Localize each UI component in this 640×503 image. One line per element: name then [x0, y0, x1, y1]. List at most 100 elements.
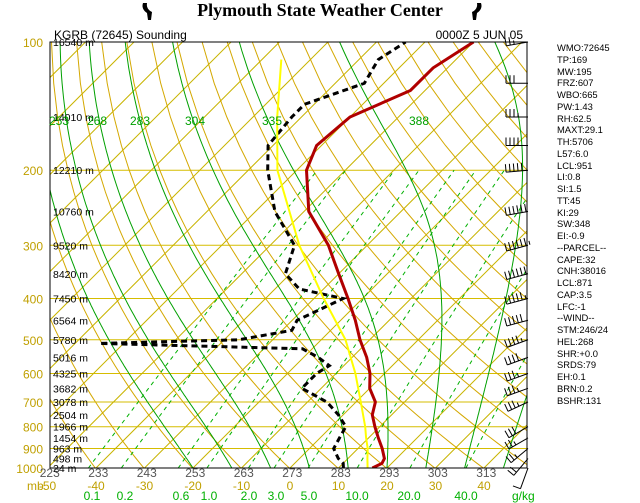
height-label: 1966 m — [53, 422, 88, 434]
wind-barb-half-flag — [524, 295, 527, 300]
temperature-tick-label: 20 — [380, 479, 394, 493]
wind-barb — [504, 335, 529, 348]
wind-barb-flag — [507, 386, 512, 395]
wind-barb-half-flag — [513, 40, 515, 45]
mixing-ratio-line — [273, 169, 477, 468]
isotherm — [289, 230, 527, 468]
wind-barb — [504, 203, 529, 216]
theta-top-label: 335 — [262, 114, 282, 128]
theta-top-label: 268 — [87, 114, 107, 128]
moist-adiabat — [50, 187, 194, 468]
dry-adiabat — [502, 42, 527, 74]
theta-bottom-label: 293 — [379, 466, 399, 480]
theta-bottom-label: 243 — [137, 466, 157, 480]
theta-bottom-label: 273 — [282, 466, 302, 480]
grid-layer — [50, 42, 557, 468]
stat-line: KI:29 — [557, 206, 579, 218]
isotherm — [50, 42, 426, 418]
stat-line: BSHR:131 — [557, 394, 602, 406]
height-label: 3078 m — [53, 397, 88, 409]
dry-adiabat — [50, 317, 145, 468]
stat-line: PW:1.43 — [557, 100, 593, 112]
wind-barb-flag — [508, 242, 512, 251]
wind-barb-flag — [504, 318, 508, 327]
frame-layer — [49, 41, 528, 469]
wind-barb-flag — [504, 373, 508, 382]
stat-line: CAPE:32 — [557, 253, 596, 265]
wind-barb-flag — [507, 371, 512, 380]
temperature-tick-label: -10 — [233, 479, 251, 493]
moist-adiabat — [59, 42, 233, 468]
wind-barb-flag — [505, 456, 512, 463]
theta-top-label: 283 — [130, 114, 150, 128]
height-label: 5016 m — [53, 352, 88, 364]
dry-adiabat — [50, 219, 193, 468]
wind-barb — [504, 313, 529, 327]
temperature-tick-label: 0 — [287, 479, 294, 493]
stat-line: LCL:951 — [557, 159, 593, 171]
height-label: 12210 m — [53, 165, 94, 177]
isotherm — [483, 424, 527, 468]
stat-line: L57:6.0 — [557, 147, 589, 159]
stat-line: CAP:3.5 — [557, 288, 592, 300]
dry-adiabat — [76, 42, 290, 468]
isotherm — [386, 327, 527, 468]
wind-barb-flag — [508, 453, 515, 461]
temperature-tick-label: 10 — [332, 479, 346, 493]
stat-line: SHR:+0.0 — [557, 347, 598, 359]
height-label: 9520 m — [53, 240, 88, 252]
wind-barb-flag — [504, 164, 507, 173]
wind-barb-flag — [523, 266, 527, 275]
stat-line: LI:0.8 — [557, 171, 581, 183]
wind-barb-flag — [511, 354, 516, 363]
wind-barb — [507, 458, 529, 476]
dry-adiabat — [50, 398, 96, 468]
isotherm — [192, 133, 527, 468]
wind-barb-half-flag — [528, 240, 531, 245]
wind-barb-shaft — [508, 426, 529, 439]
wind-barb-flag — [507, 355, 512, 364]
wind-barb — [505, 109, 528, 118]
isotherm — [50, 42, 232, 224]
wind-barb-flag — [508, 206, 511, 215]
wind-barb-layer — [504, 37, 531, 490]
pressure-tick-label: 700 — [23, 396, 43, 410]
wind-barb-flag — [511, 426, 517, 434]
pressure-tick-label: 400 — [23, 292, 43, 306]
stat-line: MAXT:29.1 — [557, 124, 603, 136]
wind-barb-flag — [504, 271, 508, 280]
temperature-tick-label: -30 — [136, 479, 154, 493]
theta-bottom-label: 303 — [428, 466, 448, 480]
wind-barb-flag — [511, 400, 516, 409]
stat-line: SRDS:79 — [557, 359, 597, 371]
temperature-tick-label: -50 — [39, 479, 57, 493]
isotherm — [50, 42, 474, 467]
wind-barb-flag — [520, 204, 523, 213]
moist-adiabat — [172, 42, 349, 468]
mixing-ratio-label: 10.0 — [345, 489, 369, 503]
dry-adiabat — [528, 42, 557, 468]
pressure-tick-label: 200 — [23, 164, 43, 178]
mixing-ratio-line — [465, 354, 527, 468]
moist-adiabat — [238, 42, 389, 468]
station-label: KGRB (72645) Sounding — [54, 28, 187, 42]
wind-barb-flag — [508, 317, 512, 326]
plot-frame — [49, 41, 528, 469]
wind-barb-half-flag — [516, 387, 520, 392]
stat-line: EH:0.1 — [557, 371, 586, 382]
stat-line: TT:45 — [557, 194, 581, 206]
wind-barb-shaft — [507, 339, 529, 348]
wind-barb — [504, 370, 529, 382]
stat-line: STM:246/24 — [557, 324, 609, 335]
skewt-chart: KGRB (72645) Sounding 0000Z 5 JUN 0510020… — [16, 28, 557, 503]
pressure-tick-label: 500 — [23, 334, 43, 348]
wind-barb-shaft — [510, 448, 529, 464]
isotherm — [50, 42, 135, 127]
pressure-tick-label: 600 — [23, 367, 43, 381]
mixing-ratio-line — [307, 169, 505, 468]
wind-barb — [504, 292, 529, 305]
wind-barb — [504, 37, 529, 47]
dry-adiabat — [201, 42, 527, 466]
height-label: 6564 m — [53, 315, 88, 327]
mixing-ratio-label: 1.0 — [201, 489, 218, 503]
